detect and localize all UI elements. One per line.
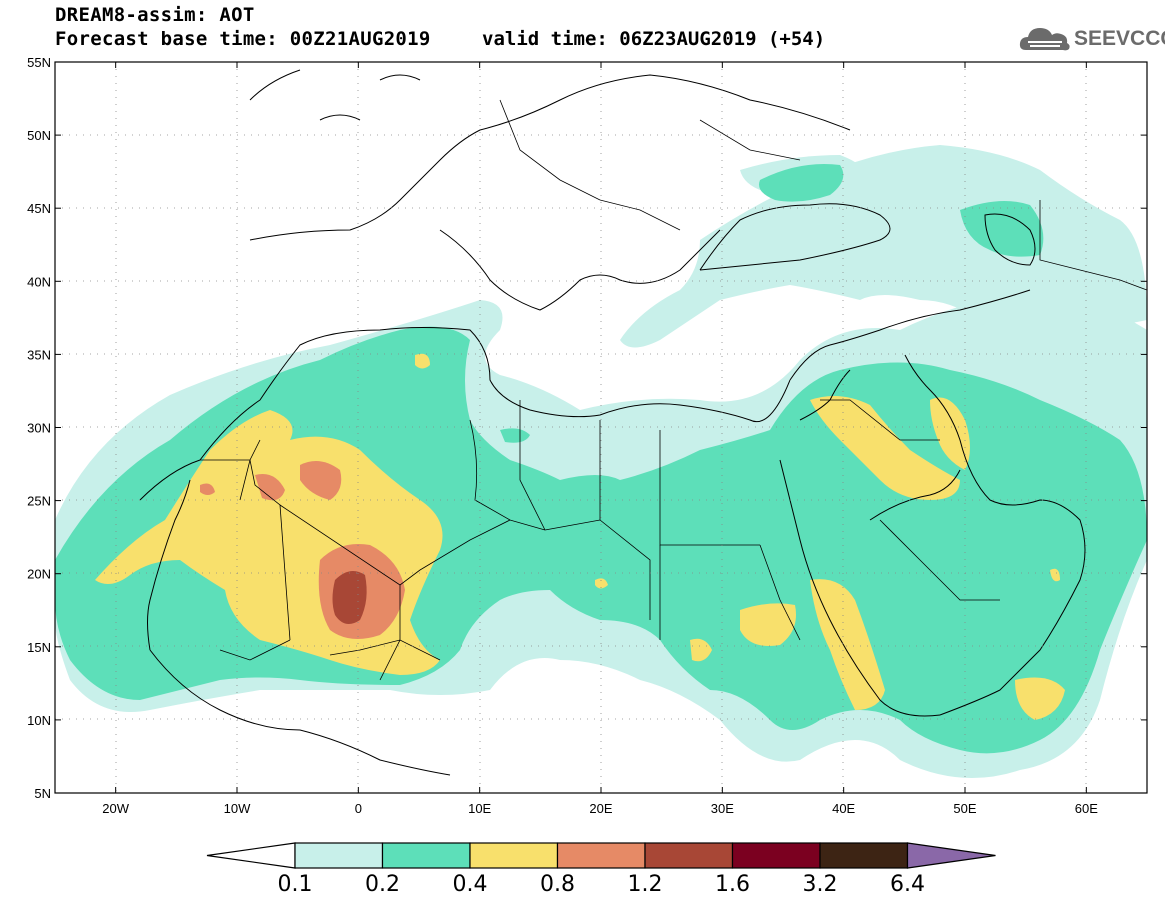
colorbar-upper-extension xyxy=(906,842,996,869)
coastlines xyxy=(139,69,1086,776)
country-borders xyxy=(200,99,1147,681)
lat-tick-label: 50N xyxy=(27,128,51,143)
colorbar-label: 0.8 xyxy=(540,872,575,897)
colorbar-segment xyxy=(381,842,471,869)
colorbar-segment xyxy=(644,842,734,869)
aot-contours xyxy=(55,62,1147,793)
lat-tick-label: 45N xyxy=(27,201,51,216)
colorbar-label: 3.2 xyxy=(803,872,838,897)
colorbar-segment xyxy=(819,842,909,869)
tick-marks xyxy=(55,61,1147,794)
lon-tick-label: 20W xyxy=(102,801,129,816)
lat-tick-label: 15N xyxy=(27,640,51,655)
seevccc-logo: SEEVCCC xyxy=(1018,22,1165,56)
lat-tick-label: 20N xyxy=(27,567,51,582)
colorbar-label: 0.1 xyxy=(278,872,313,897)
lat-tick-label: 25N xyxy=(27,494,51,509)
colorbar-label: 1.2 xyxy=(628,872,663,897)
lon-tick-label: 60E xyxy=(1075,801,1098,816)
chart-title: DREAM8-assim: AOT xyxy=(55,4,255,26)
colorbar-lower-extension xyxy=(206,842,296,869)
colorbar-label: 1.6 xyxy=(715,872,750,897)
lat-tick-label: 10N xyxy=(27,713,51,728)
lon-tick-label: 10W xyxy=(224,801,251,816)
colorbar: 0.1 0.2 0.4 0.8 1.2 1.6 3.2 6.4 xyxy=(206,842,996,897)
forecast-base-time: Forecast base time: 00Z21AUG2019 xyxy=(55,28,431,50)
valid-time: valid time: 06Z23AUG2019 (+54) xyxy=(482,28,826,50)
lat-tick-label: 55N xyxy=(27,55,51,70)
colorbar-segment xyxy=(731,842,821,869)
lon-tick-label: 40E xyxy=(832,801,855,816)
colorbar-segment xyxy=(556,842,646,869)
cloud-icon xyxy=(1019,28,1070,51)
lat-labels: 5N 10N 15N 20N 25N 30N 35N 40N 45N 50N 55N xyxy=(27,55,51,801)
logo-text: SEEVCCC xyxy=(1074,27,1165,50)
colorbar-label: 0.2 xyxy=(365,872,400,897)
aot-level-1.2 xyxy=(332,571,367,624)
lon-labels: 20W 10W 0 10E 20E 30E 40E 50E 60E xyxy=(102,801,1098,816)
colorbar-segment xyxy=(469,842,559,869)
colorbar-label: 6.4 xyxy=(890,872,925,897)
lat-tick-label: 5N xyxy=(34,786,51,801)
lon-tick-label: 10E xyxy=(468,801,491,816)
gridlines xyxy=(55,62,1147,793)
lon-tick-label: 20E xyxy=(589,801,612,816)
lat-tick-label: 35N xyxy=(27,347,51,362)
lat-tick-label: 30N xyxy=(27,421,51,436)
lon-tick-label: 50E xyxy=(953,801,976,816)
lat-tick-label: 40N xyxy=(27,274,51,289)
colorbar-segment xyxy=(294,842,384,869)
lon-tick-label: 30E xyxy=(711,801,734,816)
colorbar-label: 0.4 xyxy=(453,872,488,897)
lon-tick-label: 0 xyxy=(355,801,362,816)
